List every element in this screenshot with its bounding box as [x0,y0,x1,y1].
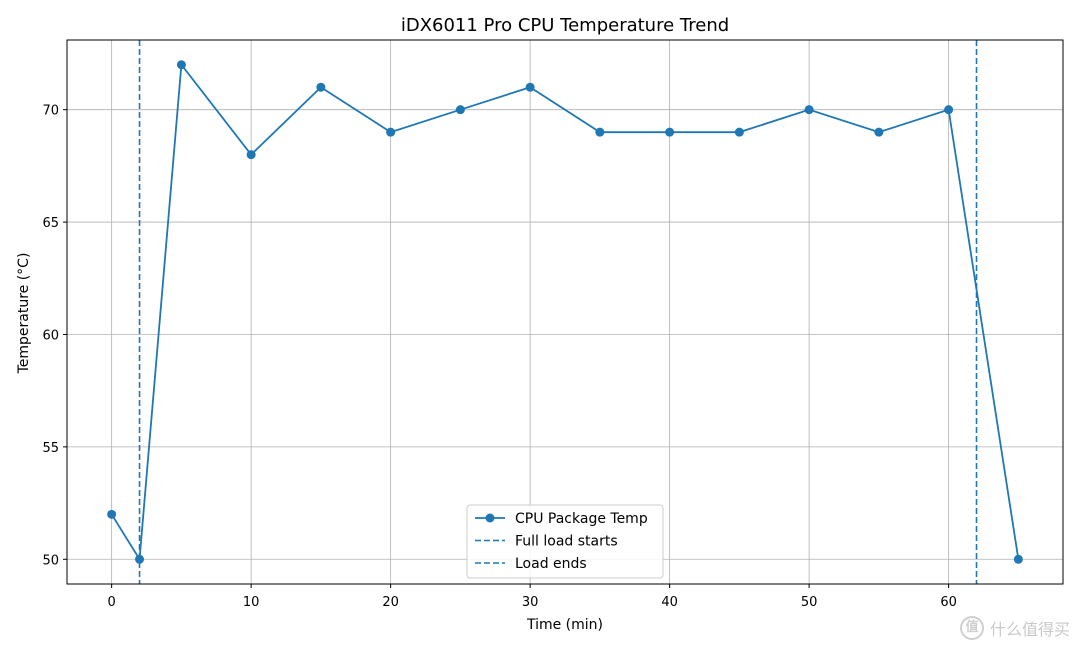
y-tick-label: 55 [42,441,59,456]
data-point [386,127,396,137]
x-tick-label: 10 [243,595,260,610]
legend: CPU Package Temp Full load starts Load end… [466,504,664,579]
y-tick-label: 50 [42,553,59,568]
x-tick-label: 20 [382,595,399,610]
legend-label: CPU Package Temp [515,511,648,527]
data-point [525,82,535,92]
legend-box [466,504,664,579]
watermark-logo-icon: 值 [959,616,984,640]
plot-frame [66,39,1064,585]
x-axis-label: Time (min) [526,617,603,633]
legend-swatch-marker [485,513,495,523]
watermark: 值 什么值得买 [959,616,1070,640]
x-tick-label: 0 [107,595,115,610]
data-point [595,127,605,137]
ticks: 0 10 20 30 40 50 60 50 55 60 65 70 [42,104,956,610]
data-point [1013,554,1023,564]
x-tick-label: 30 [522,595,539,610]
data-point [176,60,186,70]
data-point [107,509,117,519]
watermark-text: 什么值得买 [989,620,1070,639]
legend-label: Full load starts [515,534,618,550]
series [107,60,1023,564]
series-line [110,62,1020,563]
data-point [316,82,326,92]
reference-lines [138,40,978,584]
x-tick-label: 40 [661,595,678,610]
data-point [874,127,884,137]
data-point [804,105,814,115]
y-axis-label: Temperature (°C) [16,253,32,375]
data-point [665,127,675,137]
legend-label: Load ends [515,556,587,572]
y-tick-label: 70 [42,104,59,119]
x-tick-label: 60 [940,595,957,610]
data-point [246,150,256,160]
data-point [944,105,954,115]
data-point [455,105,465,115]
data-point [734,127,744,137]
chart-title: iDX6011 Pro CPU Temperature Trend [401,15,729,36]
y-tick-label: 60 [42,328,59,343]
x-tick-label: 50 [801,595,818,610]
y-tick-label: 65 [42,216,59,231]
data-point [135,554,145,564]
